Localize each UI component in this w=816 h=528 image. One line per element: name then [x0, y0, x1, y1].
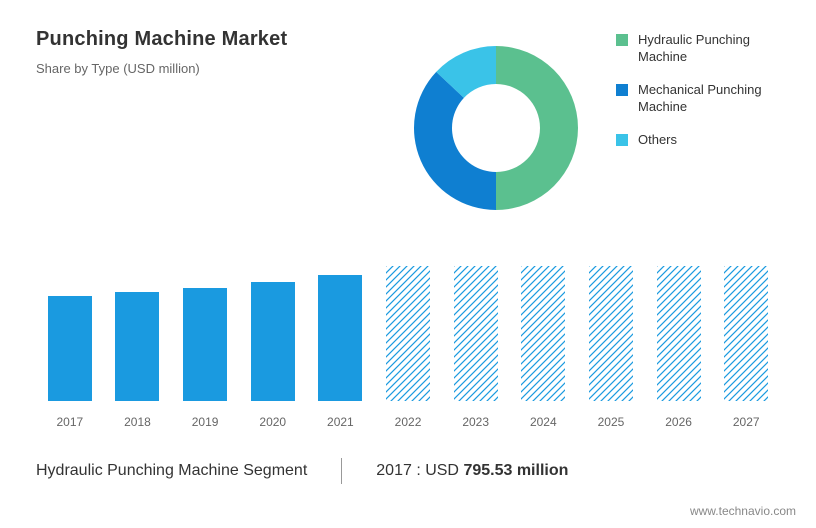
forecast-bar: [386, 266, 430, 401]
bar-label: 2019: [171, 415, 239, 429]
bar-col-2017: [36, 266, 104, 401]
value-line: 2017 : USD 795.53 million: [376, 462, 568, 480]
footer: Hydraulic Punching Machine Segment 2017 …: [36, 458, 780, 484]
bar-col-2020: [239, 266, 307, 401]
bar-col-2024: [509, 266, 577, 401]
bar-label: 2018: [104, 415, 172, 429]
forecast-bar: [454, 266, 498, 401]
actual-bar: [183, 288, 227, 401]
bar-label: 2025: [577, 415, 645, 429]
header-region: Punching Machine Market Share by Type (U…: [36, 28, 780, 258]
actual-bar: [318, 275, 362, 401]
bar-col-2021: [307, 266, 375, 401]
value-amount: 795.53 million: [463, 462, 568, 479]
bar-label: 2022: [374, 415, 442, 429]
bar-label: 2017: [36, 415, 104, 429]
bar-label: 2021: [307, 415, 375, 429]
legend-swatch: [616, 84, 628, 96]
bar-col-2018: [104, 266, 172, 401]
donut-legend: Hydraulic Punching Machine Mechanical Pun…: [596, 28, 780, 258]
value-sep: :: [416, 462, 425, 479]
page-title: Punching Machine Market: [36, 28, 396, 51]
bar-col-2023: [442, 266, 510, 401]
legend-swatch: [616, 34, 628, 46]
legend-label: Mechanical Punching Machine: [638, 82, 780, 116]
bar-label: 2020: [239, 415, 307, 429]
bar-label: 2026: [645, 415, 713, 429]
actual-bar: [115, 292, 159, 401]
bar-chart: 2017201820192020202120222023202420252026…: [36, 266, 780, 431]
donut-chart: [396, 28, 596, 258]
donut-slice-0: [496, 46, 578, 210]
bar-col-2026: [645, 266, 713, 401]
footer-divider: [341, 458, 342, 484]
segment-label: Hydraulic Punching Machine Segment: [36, 462, 307, 480]
legend-item-1: Mechanical Punching Machine: [616, 82, 780, 116]
legend-item-2: Others: [616, 132, 780, 149]
bar-label: 2023: [442, 415, 510, 429]
watermark: www.technavio.com: [690, 504, 796, 518]
legend-label: Others: [638, 132, 677, 149]
legend-item-0: Hydraulic Punching Machine: [616, 32, 780, 66]
forecast-bar: [521, 266, 565, 401]
bar-col-2022: [374, 266, 442, 401]
bar-label: 2024: [509, 415, 577, 429]
bar-col-2027: [712, 266, 780, 401]
forecast-bar: [724, 266, 768, 401]
forecast-bar: [589, 266, 633, 401]
legend-label: Hydraulic Punching Machine: [638, 32, 780, 66]
value-year: 2017: [376, 462, 412, 479]
bar-col-2025: [577, 266, 645, 401]
actual-bar: [251, 282, 295, 401]
forecast-bar: [657, 266, 701, 401]
value-prefix: USD: [425, 462, 459, 479]
page-subtitle: Share by Type (USD million): [36, 61, 396, 76]
actual-bar: [48, 296, 92, 401]
bar-label: 2027: [712, 415, 780, 429]
bar-col-2019: [171, 266, 239, 401]
title-block: Punching Machine Market Share by Type (U…: [36, 28, 396, 258]
donut-slice-1: [414, 72, 496, 210]
legend-swatch: [616, 134, 628, 146]
